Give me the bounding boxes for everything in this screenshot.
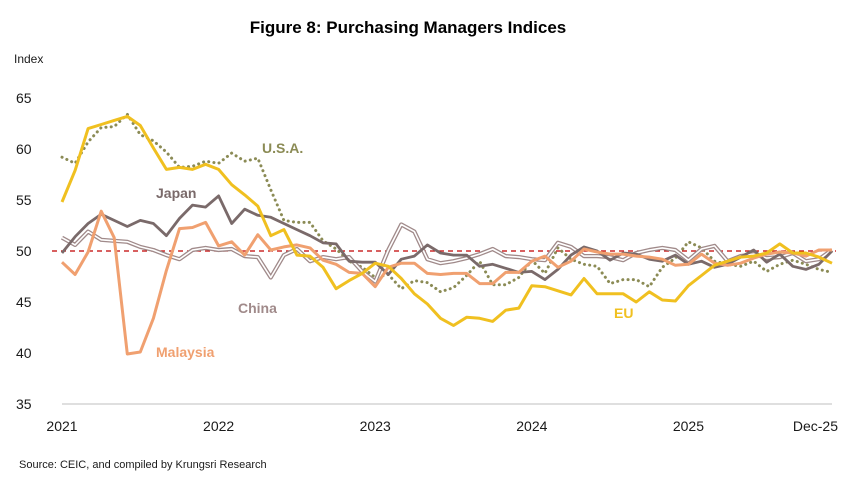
series-label-malaysia: Malaysia — [156, 344, 215, 360]
series-line-china-inner — [61, 223, 833, 283]
y-tick-label: 50 — [16, 243, 32, 259]
y-tick-label: 55 — [16, 192, 32, 208]
x-tick-label: Dec-25 — [793, 418, 838, 434]
x-tick-label: 2022 — [203, 418, 234, 434]
series-label-china: China — [238, 300, 277, 316]
x-tick-label: 2024 — [516, 418, 547, 434]
x-tick-label: 2025 — [673, 418, 704, 434]
y-tick-label: 45 — [16, 294, 32, 310]
y-tick-label: 40 — [16, 345, 32, 361]
x-axis-ticks: 2021 2022 2023 2024 2025 Dec-25 — [46, 403, 838, 434]
y-axis-label: Index — [14, 52, 43, 66]
series-line-eu — [60, 114, 833, 327]
x-tick-label: 2023 — [360, 418, 391, 434]
series-line-japan — [60, 194, 833, 281]
y-tick-label: 35 — [16, 396, 32, 412]
x-tick-label: 2021 — [46, 418, 77, 434]
y-axis-ticks: 35 40 45 50 55 60 65 — [16, 90, 32, 412]
series-group — [60, 112, 834, 356]
y-tick-label: 60 — [16, 141, 32, 157]
y-tick-label: 65 — [16, 90, 32, 106]
series-label-u-s-a: U.S.A. — [262, 140, 303, 156]
source-note: Source: CEIC, and compiled by Krungsri R… — [19, 459, 267, 471]
series-label-japan: Japan — [156, 185, 196, 201]
series-labels: U.S.A. Japan China Malaysia EU — [156, 140, 633, 360]
series-line-malaysia — [60, 209, 832, 356]
series-label-eu: EU — [614, 305, 633, 321]
chart-title: Figure 8: Purchasing Managers Indices — [250, 18, 566, 37]
